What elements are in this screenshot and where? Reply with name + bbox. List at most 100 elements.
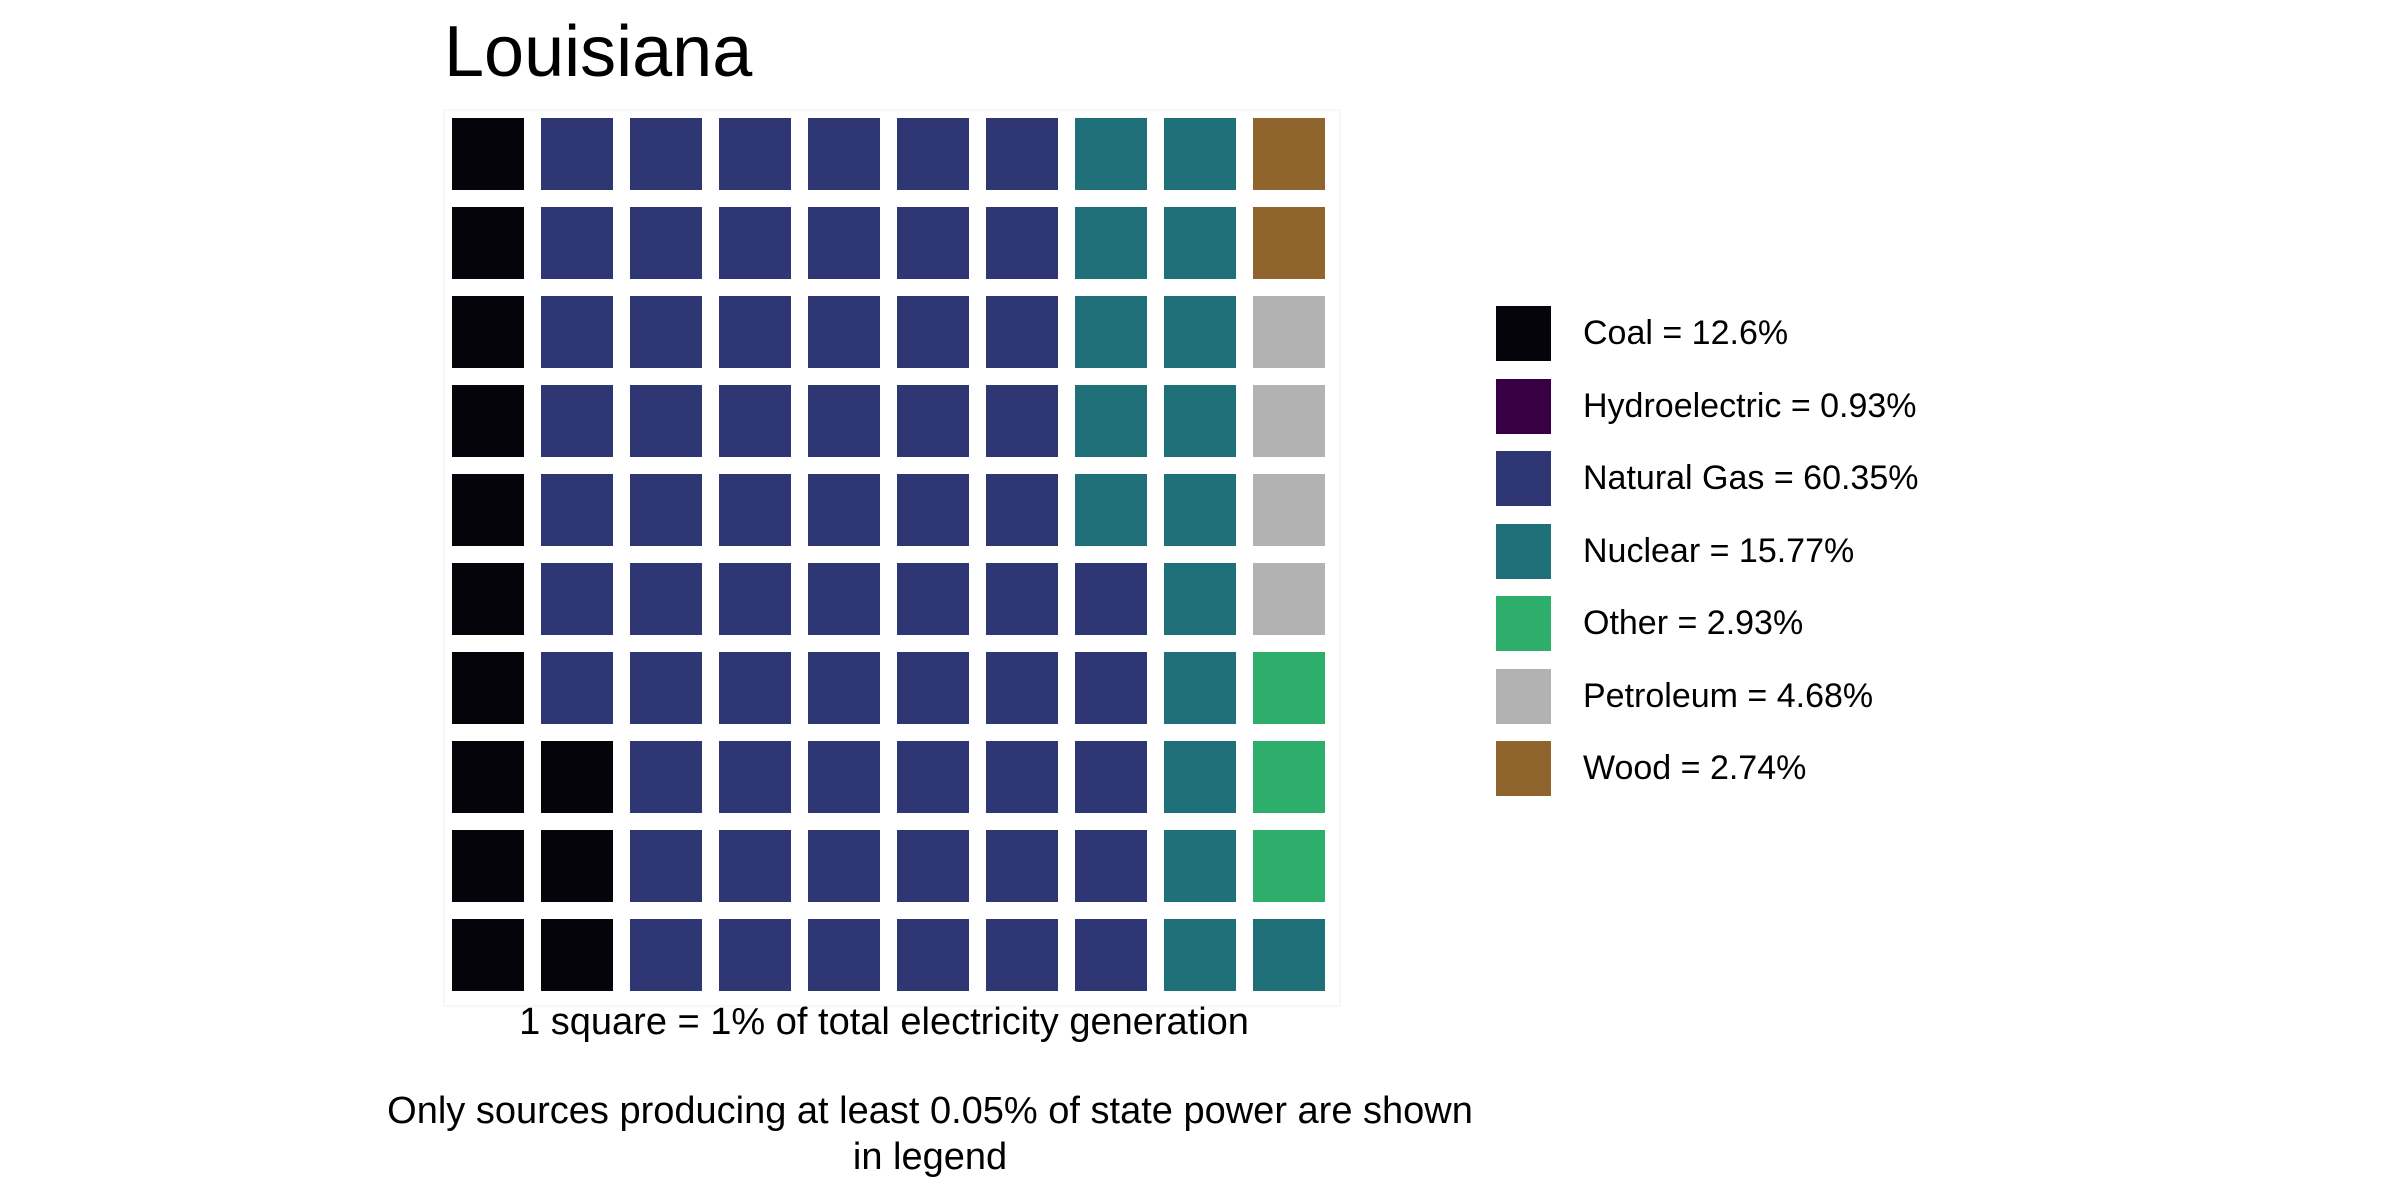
waffle-square	[541, 118, 613, 190]
waffle-square	[808, 741, 880, 813]
waffle-square	[1164, 296, 1236, 368]
legend-swatch	[1496, 451, 1551, 506]
waffle-square	[1164, 563, 1236, 635]
waffle-square	[1253, 385, 1325, 457]
waffle-square	[1075, 296, 1147, 368]
waffle-square	[630, 118, 702, 190]
waffle-square	[808, 563, 880, 635]
waffle-square	[808, 385, 880, 457]
waffle-square	[1253, 830, 1325, 902]
legend-item: Coal = 12.6%	[1496, 306, 1918, 379]
waffle-square	[1075, 652, 1147, 724]
waffle-square	[630, 207, 702, 279]
legend-label: Natural Gas = 60.35%	[1583, 459, 1919, 497]
waffle-square	[897, 919, 969, 991]
waffle-square	[1253, 474, 1325, 546]
waffle-square	[897, 207, 969, 279]
waffle-square	[1075, 741, 1147, 813]
waffle-square	[630, 830, 702, 902]
waffle-square	[808, 296, 880, 368]
waffle-square	[1075, 207, 1147, 279]
waffle-square	[1164, 919, 1236, 991]
legend-swatch	[1496, 596, 1551, 651]
waffle-square	[452, 919, 524, 991]
waffle-square	[1253, 563, 1325, 635]
waffle-square	[986, 563, 1058, 635]
legend-label: Other = 2.93%	[1583, 604, 1804, 642]
waffle-square	[452, 652, 524, 724]
waffle-square	[897, 830, 969, 902]
waffle-square	[630, 474, 702, 546]
waffle-square	[986, 296, 1058, 368]
waffle-square	[541, 563, 613, 635]
waffle-square	[986, 652, 1058, 724]
waffle-square	[1075, 474, 1147, 546]
legend-swatch	[1496, 523, 1551, 579]
waffle-square	[452, 563, 524, 635]
waffle-square	[541, 830, 613, 902]
waffle-square	[452, 474, 524, 546]
waffle-square	[1075, 563, 1147, 635]
waffle-square	[630, 741, 702, 813]
waffle-square	[630, 296, 702, 368]
chart-note: Only sources producing at least 0.05% of…	[387, 1090, 1473, 1178]
legend: Coal = 12.6% Hydroelectric = 0.93% Natural…	[1496, 306, 1918, 814]
waffle-square	[1253, 919, 1325, 991]
waffle-square	[719, 563, 791, 635]
waffle-square	[808, 474, 880, 546]
waffle-square	[1164, 474, 1236, 546]
waffle-square	[452, 830, 524, 902]
waffle-square	[1164, 652, 1236, 724]
waffle-square	[630, 563, 702, 635]
legend-swatch	[1496, 306, 1551, 361]
legend-item: Other = 2.93%	[1496, 596, 1918, 669]
waffle-square	[897, 652, 969, 724]
waffle-square	[986, 207, 1058, 279]
legend-item: Wood = 2.74%	[1496, 741, 1918, 814]
waffle-square	[719, 118, 791, 190]
waffle-square	[808, 919, 880, 991]
waffle-square	[541, 385, 613, 457]
waffle-square	[1075, 385, 1147, 457]
waffle-square	[897, 118, 969, 190]
waffle-square	[1164, 207, 1236, 279]
waffle-square	[452, 118, 524, 190]
legend-swatch	[1496, 741, 1551, 796]
legend-item: Natural Gas = 60.35%	[1496, 451, 1918, 524]
legend-swatch	[1496, 668, 1551, 724]
chart-title: Louisiana	[444, 12, 753, 92]
waffle-square	[897, 474, 969, 546]
waffle-square	[452, 741, 524, 813]
waffle-square	[452, 207, 524, 279]
waffle-square	[808, 118, 880, 190]
waffle-square	[719, 741, 791, 813]
waffle-square	[1253, 741, 1325, 813]
waffle-square	[719, 474, 791, 546]
chart-caption: 1 square = 1% of total electricity gener…	[519, 1001, 1249, 1043]
waffle-square	[986, 741, 1058, 813]
waffle-square	[1253, 652, 1325, 724]
waffle-square	[541, 919, 613, 991]
waffle-square	[541, 474, 613, 546]
legend-item: Nuclear = 15.77%	[1496, 523, 1918, 597]
waffle-square	[1164, 741, 1236, 813]
waffle-square	[1253, 296, 1325, 368]
waffle-square	[630, 652, 702, 724]
waffle-square	[719, 830, 791, 902]
waffle-square	[897, 385, 969, 457]
waffle-square	[986, 385, 1058, 457]
waffle-square	[897, 296, 969, 368]
waffle-square	[1164, 830, 1236, 902]
legend-item: Hydroelectric = 0.93%	[1496, 378, 1918, 452]
legend-label: Petroleum = 4.68%	[1583, 676, 1874, 715]
waffle-square	[630, 919, 702, 991]
waffle-square	[1164, 118, 1236, 190]
waffle-square	[719, 652, 791, 724]
waffle-square	[452, 296, 524, 368]
waffle-square	[897, 563, 969, 635]
legend-label: Hydroelectric = 0.93%	[1583, 386, 1917, 425]
legend-label: Coal = 12.6%	[1583, 314, 1789, 352]
waffle-square	[986, 830, 1058, 902]
waffle-square	[719, 385, 791, 457]
